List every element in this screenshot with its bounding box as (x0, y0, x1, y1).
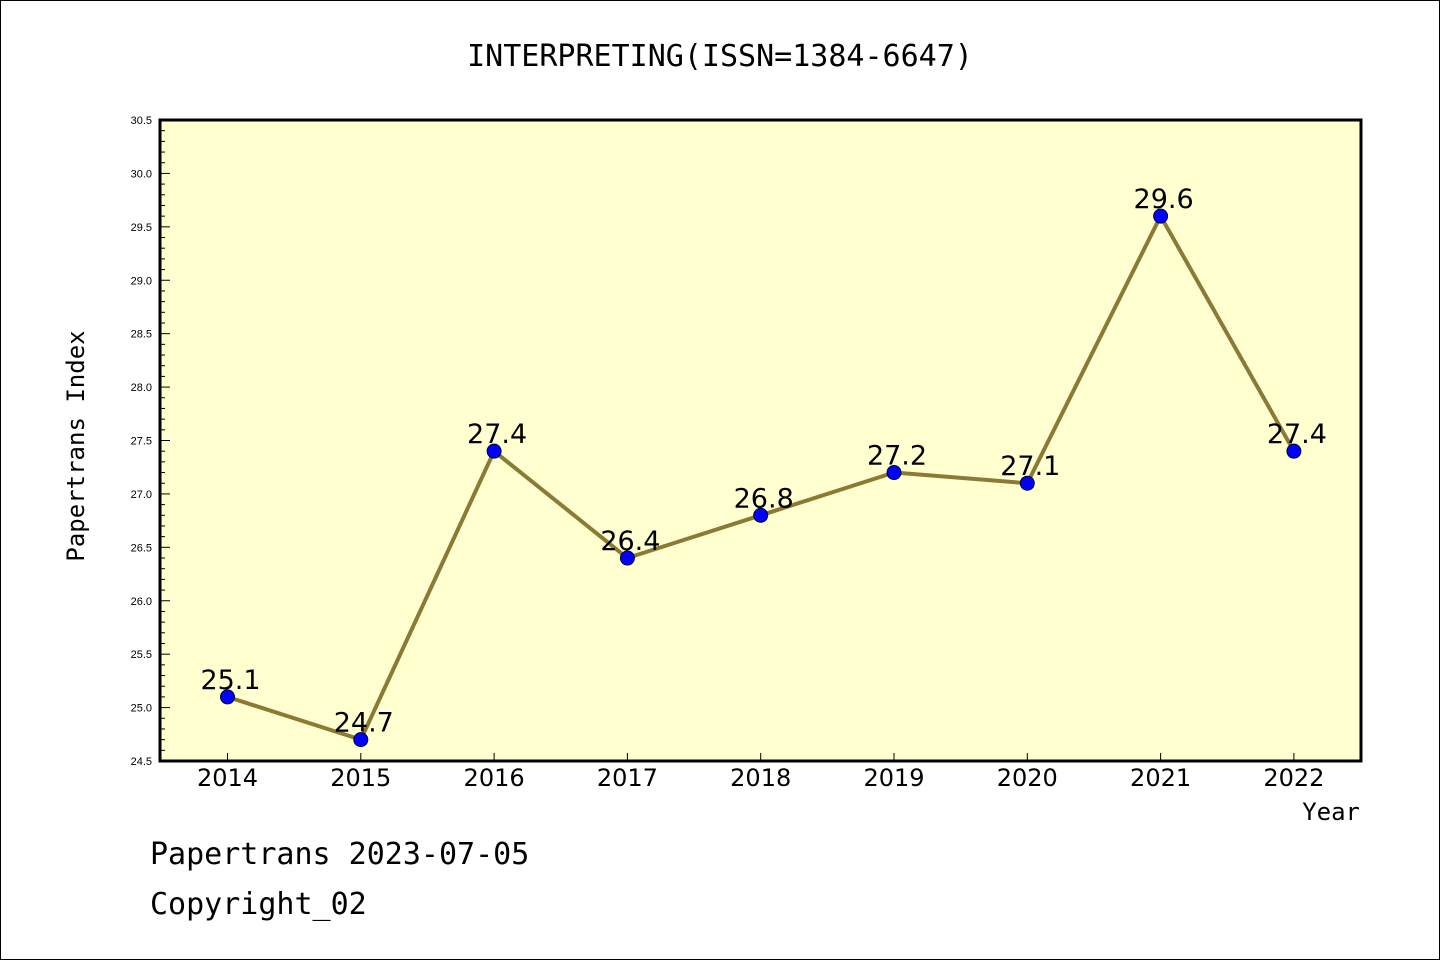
x-tick-label: 2019 (863, 764, 924, 792)
y-tick-label: 28.5 (131, 329, 152, 341)
data-point (1153, 208, 1169, 224)
x-tick-label: 2016 (464, 764, 525, 792)
y-tick-label: 27.5 (131, 436, 152, 448)
y-tick-label: 25.5 (131, 649, 152, 661)
chart-title: INTERPRETING(ISSN=1384-6647) (467, 39, 973, 74)
y-tick-label: 27.0 (131, 489, 152, 501)
y-axis-label: Papertrans Index (62, 330, 90, 561)
data-label: 27.2 (867, 441, 927, 472)
x-axis-label: Year (1302, 798, 1360, 826)
data-label: 27.4 (467, 419, 527, 450)
x-tick-label: 2020 (997, 764, 1058, 792)
data-point (886, 465, 902, 481)
y-tick-label: 24.5 (131, 756, 152, 768)
x-tick-label: 2021 (1130, 764, 1191, 792)
data-label: 27.4 (1267, 419, 1327, 450)
y-tick-label: 29.5 (131, 222, 152, 234)
x-tick-label: 2015 (330, 764, 391, 792)
y-tick-label: 30.0 (131, 168, 152, 180)
footer-copyright: Copyright_02 (150, 887, 367, 922)
y-tick-label: 26.5 (131, 542, 152, 554)
y-tick-label: 26.0 (131, 596, 152, 608)
plot-area (158, 118, 1363, 763)
data-point (486, 443, 502, 459)
data-point (220, 689, 235, 705)
x-axis: 2014 2015 2016 2017 2018 2019 2020 2021 2022 (197, 753, 1324, 792)
y-axis: 24.5 25.0 25.5 26.0 26.5 27.0 27.5 28.0 28.5 29.0… (131, 115, 170, 768)
x-tick-label: 2018 (730, 764, 791, 792)
data-label: 29.6 (1134, 184, 1194, 215)
data-label: 25.1 (200, 665, 260, 696)
footer-date: Papertrans 2023-07-05 (150, 837, 529, 872)
series-line-group: 25.1 24.7 27.4 26.4 26.8 27.2 27.1 29.6 27.4 (200, 184, 1327, 748)
y-tick-label: 29.0 (131, 275, 152, 287)
data-point (753, 507, 769, 523)
data-label: 27.1 (1000, 451, 1060, 482)
data-label: 26.4 (600, 526, 660, 557)
data-label: 26.8 (734, 483, 794, 514)
x-tick-label: 2017 (597, 764, 658, 792)
data-point (353, 732, 369, 748)
data-label: 24.7 (334, 708, 394, 739)
x-tick-label: 2022 (1263, 764, 1324, 792)
data-point (1286, 443, 1302, 459)
y-tick-label: 30.5 (131, 115, 152, 127)
data-point (1019, 475, 1035, 491)
x-tick-label: 2014 (197, 764, 258, 792)
y-tick-label: 25.0 (131, 703, 152, 715)
y-tick-label: 28.0 (131, 382, 152, 394)
data-point (619, 550, 635, 566)
